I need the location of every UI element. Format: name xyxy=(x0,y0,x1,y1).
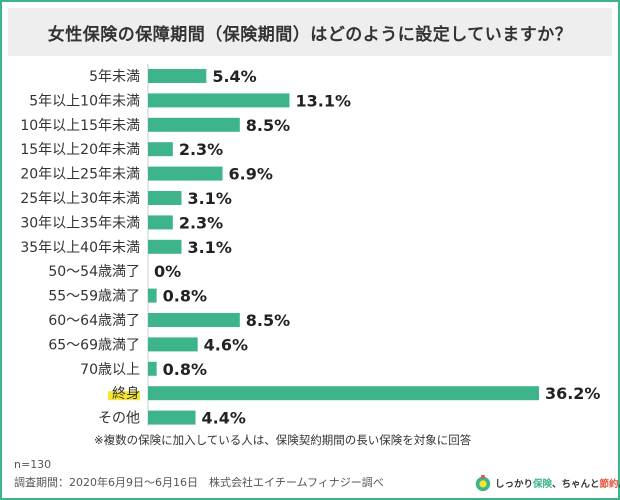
survey-info: 調査期間：2020年6月9日〜6月16日 株式会社エイチームフィナジー調べ xyxy=(14,476,384,489)
footnote: ※複数の保険に加入している人は、保険契約期間の長い保険を対象に回答 xyxy=(94,433,472,447)
category-label: 60〜64歳満了 xyxy=(48,313,140,329)
category-label: 30年以上35年未満 xyxy=(20,215,140,231)
bar xyxy=(148,410,196,425)
bar xyxy=(148,386,539,401)
category-label: 5年未満 xyxy=(89,69,140,85)
category-label: 10年以上15年未満 xyxy=(20,118,140,134)
value-label: 0% xyxy=(154,262,181,281)
value-label: 6.9% xyxy=(229,165,273,184)
category-label: 55〜59歳満了 xyxy=(48,289,140,305)
sample-size: n=130 xyxy=(14,458,52,471)
value-label: 2.3% xyxy=(179,140,223,159)
logo-text-4: 節約 xyxy=(599,479,619,490)
value-label: 0.8% xyxy=(163,360,207,379)
value-label: 0.8% xyxy=(163,287,207,306)
category-label: 終身 xyxy=(112,386,140,402)
logo-text-2: 保険 xyxy=(533,479,553,490)
category-label: 35年以上40年未満 xyxy=(20,240,140,256)
value-label: 8.5% xyxy=(246,116,290,135)
bar xyxy=(148,69,207,83)
logo-text-3: 、ちゃんと xyxy=(552,479,600,490)
logo-text-5: 。 xyxy=(619,476,620,490)
category-label: 5年以上10年未満 xyxy=(29,93,140,109)
category-label: 70歳以上 xyxy=(80,362,140,378)
category-label: 25年以上30年未満 xyxy=(20,191,140,207)
value-label: 4.4% xyxy=(202,409,246,428)
bar xyxy=(148,337,198,352)
value-label: 2.3% xyxy=(179,213,223,232)
value-label: 4.6% xyxy=(204,335,248,354)
bar xyxy=(148,215,173,230)
label-highlight xyxy=(108,391,140,401)
category-label: 15年以上20年未満 xyxy=(20,142,140,158)
title-bar: 女性保険の保障期間（保険期間）はどのように設定していますか？ xyxy=(8,8,612,56)
category-label: 65〜69歳満了 xyxy=(48,337,140,353)
bar xyxy=(148,191,182,205)
bar xyxy=(148,93,290,108)
category-label: その他 xyxy=(98,411,140,427)
category-label: 50〜54歳満了 xyxy=(48,264,140,280)
bar xyxy=(148,166,223,181)
bar xyxy=(148,288,157,303)
value-label: 3.1% xyxy=(187,189,231,208)
logo-text-1: しっかり xyxy=(495,479,534,490)
bar xyxy=(148,313,240,327)
value-label: 13.1% xyxy=(295,91,351,110)
bar xyxy=(148,117,240,132)
category-label: 20年以上25年未満 xyxy=(20,167,140,183)
bar xyxy=(148,239,182,254)
piggy-bank-icon xyxy=(475,474,491,492)
value-label: 36.2% xyxy=(545,384,601,403)
value-label: 8.5% xyxy=(246,311,290,330)
value-label: 3.1% xyxy=(187,238,231,257)
value-label: 5.4% xyxy=(212,67,256,86)
chart-title: 女性保険の保障期間（保険期間）はどのように設定していますか？ xyxy=(47,24,573,45)
bar xyxy=(148,142,173,157)
bar xyxy=(148,361,157,376)
